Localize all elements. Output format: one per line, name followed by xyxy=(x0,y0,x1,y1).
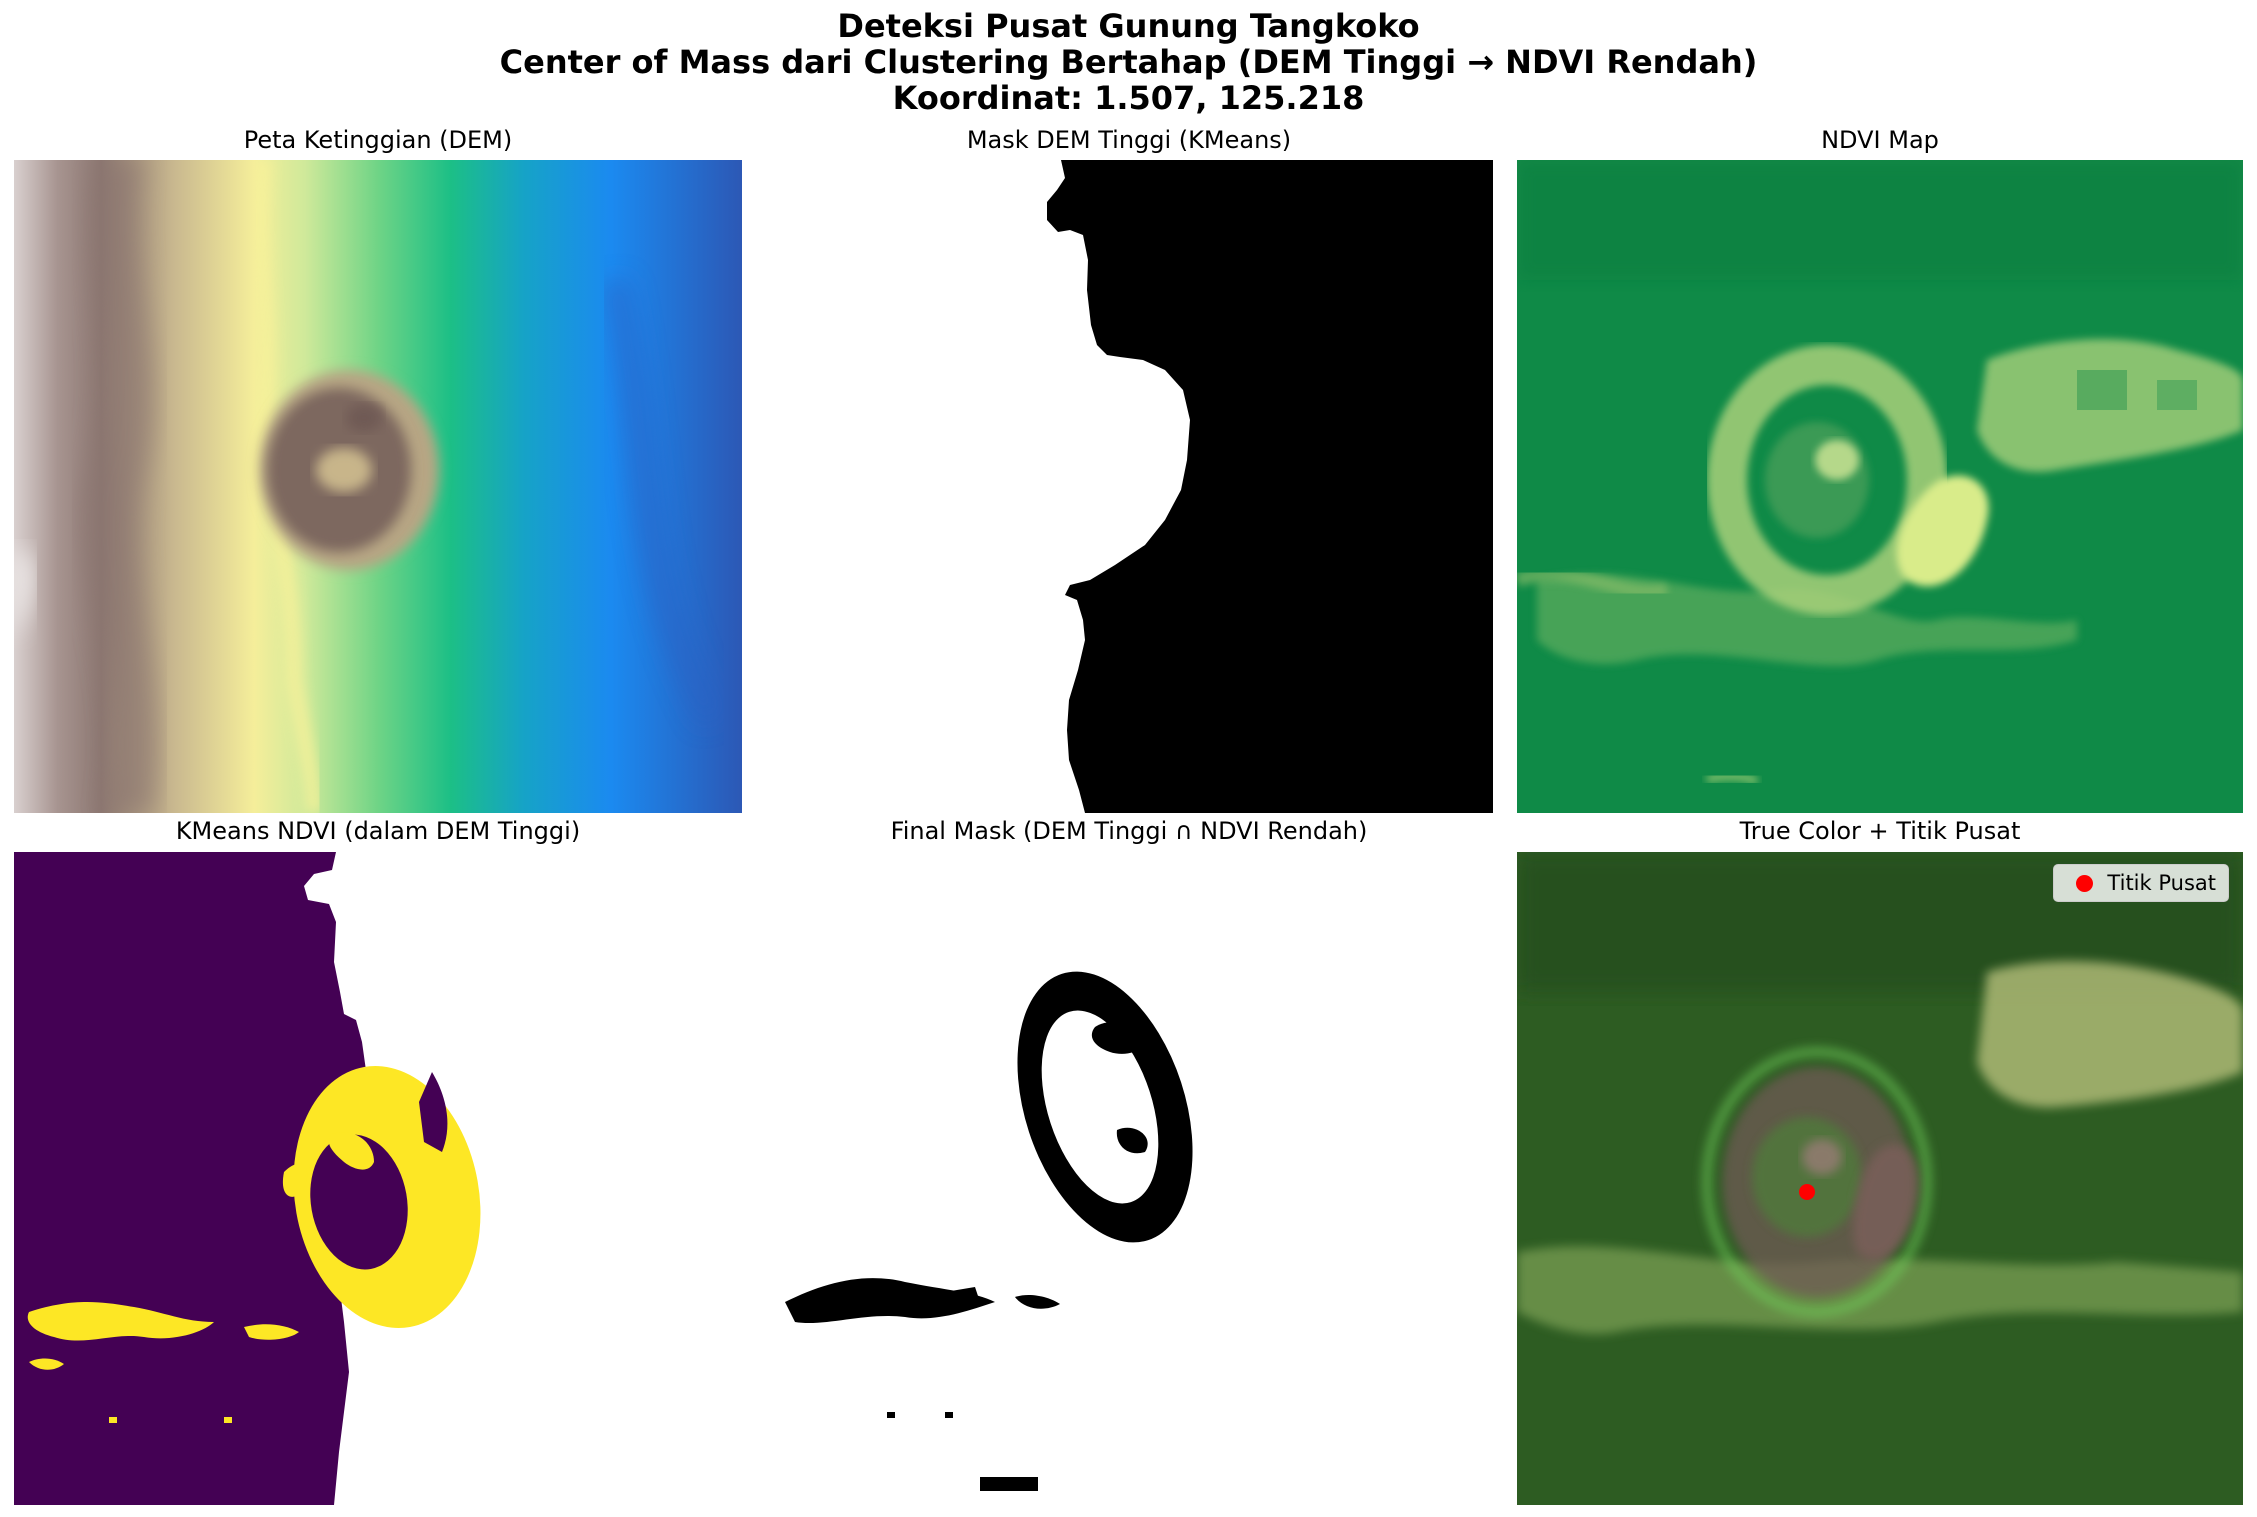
legend-marker-icon xyxy=(2076,874,2094,892)
panel-title-kmeans-ndvi: KMeans NDVI (dalam DEM Tinggi) xyxy=(175,817,581,845)
panel-title-dem-mask: Mask DEM Tinggi (KMeans) xyxy=(966,126,1292,154)
figure-title-line-3: Koordinat: 1.507, 125.218 xyxy=(892,79,1365,117)
legend: Titik Pusat xyxy=(2053,864,2229,902)
true-color-image: Titik Pusat xyxy=(1517,852,2243,1505)
panel-title-final-mask: Final Mask (DEM Tinggi ∩ NDVI Rendah) xyxy=(890,817,1368,845)
panel-title-true-color: True Color + Titik Pusat xyxy=(1739,817,2021,845)
panel-title-ndvi: NDVI Map xyxy=(1821,126,1939,154)
ndvi-map-image xyxy=(1517,160,2243,813)
center-point-marker xyxy=(1799,1184,1815,1200)
dem-elevation-image xyxy=(14,160,742,813)
final-mask-image xyxy=(765,852,1493,1505)
dem-mask-image xyxy=(765,160,1493,813)
figure-title-line-2: Center of Mass dari Clustering Bertahap … xyxy=(499,43,1758,81)
legend-label: Titik Pusat xyxy=(2107,871,2216,895)
figure-title: Deteksi Pusat Gunung Tangkoko Center of … xyxy=(0,8,2257,116)
panel-title-dem: Peta Ketinggian (DEM) xyxy=(243,126,513,154)
kmeans-ndvi-image xyxy=(14,852,742,1505)
figure-title-line-1: Deteksi Pusat Gunung Tangkoko xyxy=(837,7,1420,45)
